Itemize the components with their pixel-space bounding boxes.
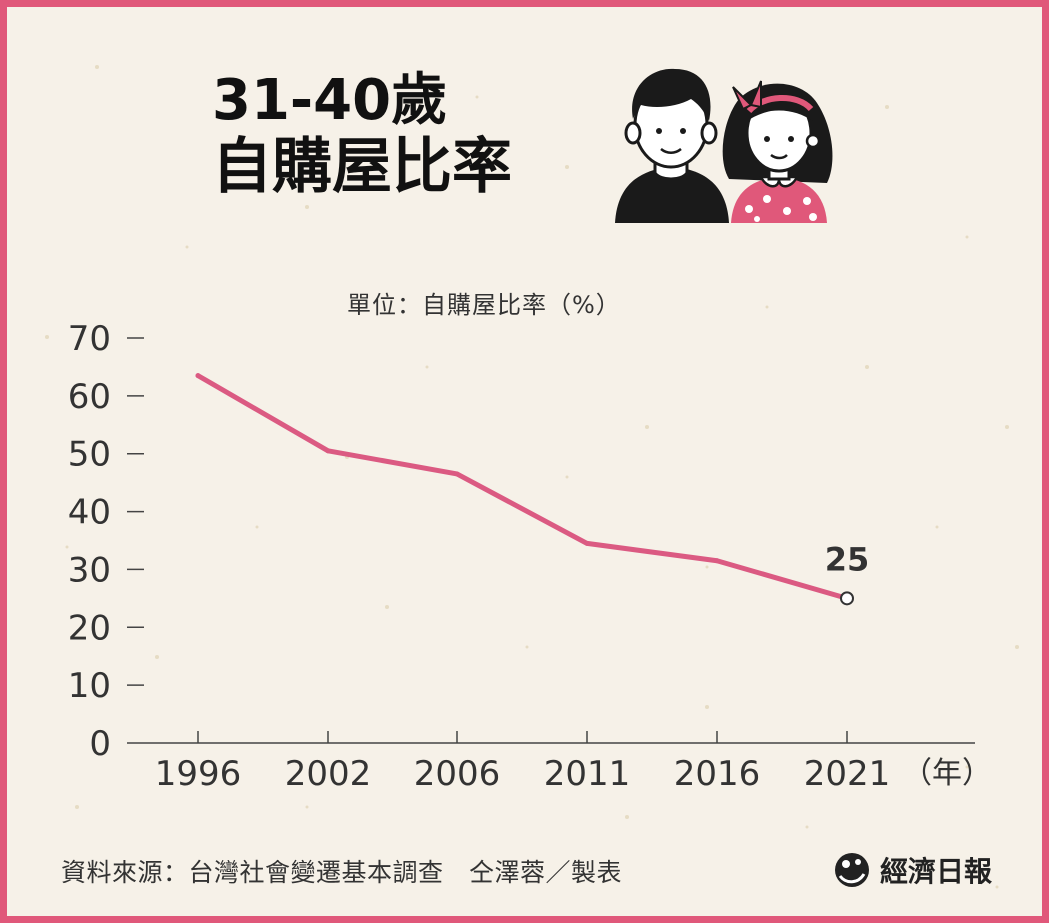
data-labels: 25 [825,540,870,606]
y-tick-label: 70 [68,319,111,359]
unit-label: 單位：自購屋比率（%） [347,291,621,319]
y-tick-label: 10 [68,666,111,706]
x-tick-label: 2011 [544,754,631,794]
title-line-1: 31-40歲 [212,68,448,133]
udn-logo-icon [834,853,869,887]
highlight-point [840,591,854,606]
x-tick-label: 2021 [804,754,891,794]
brand: 經濟日報 [832,850,992,890]
data-point [454,471,460,477]
x-axis: 1996 2002 2006 2011 2016 2021 （年） [127,731,992,794]
line-chart: 0 10 20 30 40 50 60 70 1996 2002 2006 2011 2016 2021… [68,319,992,794]
chart-title: 31-40歲 自購屋比率 [212,68,512,203]
data-label: 25 [825,540,870,578]
boy-figure [615,68,729,223]
x-tick-label: 2016 [674,754,761,794]
y-axis: 0 10 20 30 40 50 60 70 [68,319,144,764]
x-tick-label: 2002 [285,754,372,794]
x-axis-label: （年） [902,756,992,791]
data-point [195,373,201,379]
couple-illustration-icon [615,68,833,223]
y-tick-label: 30 [68,550,111,590]
y-tick-label: 50 [68,435,111,475]
brand-name: 經濟日報 [879,855,992,888]
y-tick-label: 0 [89,724,111,764]
x-tick-label: 1996 [155,754,242,794]
source-credit: 資料來源：台灣社會變遷基本調查 仝澤蓉／製表 [61,858,623,887]
paper-texture [45,65,1019,889]
series-line [195,373,850,601]
title-line-2: 自購屋比率 [212,132,512,203]
x-tick-label: 2006 [414,754,501,794]
y-tick-label: 20 [68,608,111,648]
series-polyline [195,373,850,601]
data-point [584,540,590,546]
data-point [325,448,331,454]
y-tick-label: 40 [68,493,111,533]
y-tick-label: 60 [68,377,111,417]
girl-figure [722,80,833,223]
data-point [714,558,720,564]
